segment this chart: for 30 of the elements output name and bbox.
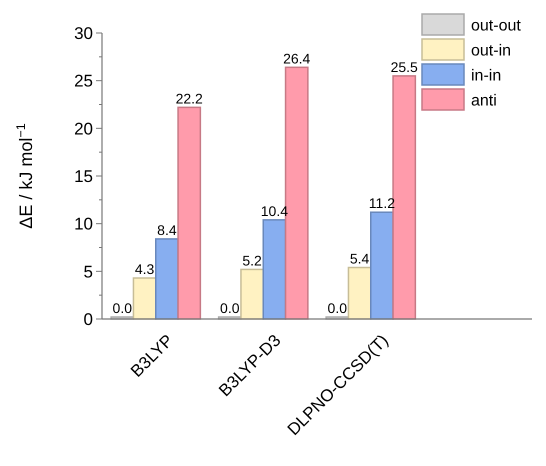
data-label: 5.4 — [350, 250, 370, 267]
bar — [132, 277, 156, 320]
data-label: 0.0 — [220, 300, 240, 316]
data-label: 4.3 — [134, 261, 155, 278]
bar — [262, 219, 286, 320]
data-label: 22.2 — [176, 90, 204, 106]
legend-label: in-in — [471, 68, 502, 85]
data-label: 0.0 — [328, 300, 348, 316]
legend-label: out-out — [471, 18, 522, 35]
y-tick-label: 5 — [84, 262, 93, 282]
legend-label: out-in — [471, 42, 512, 60]
data-label: 25.5 — [390, 58, 418, 75]
y-tick-label: 30 — [74, 24, 93, 43]
bar — [370, 211, 394, 320]
bar — [177, 106, 202, 320]
bar — [155, 238, 179, 320]
data-label: 10.4 — [260, 202, 288, 219]
y-tick-label: 0 — [84, 310, 93, 329]
y-tick-label: 25 — [74, 72, 93, 91]
y-tick-label: 20 — [74, 119, 93, 138]
data-label: 8.4 — [157, 222, 177, 238]
y-tick-label: 15 — [74, 166, 93, 186]
bar — [348, 266, 372, 320]
data-label: 11.2 — [368, 195, 396, 212]
legend-label: anti — [471, 92, 497, 110]
y-tick-label: 10 — [74, 214, 93, 234]
data-label: 5.2 — [242, 252, 262, 268]
data-label: 0.0 — [112, 300, 132, 316]
data-label: 26.4 — [283, 50, 311, 66]
bar — [240, 268, 264, 320]
